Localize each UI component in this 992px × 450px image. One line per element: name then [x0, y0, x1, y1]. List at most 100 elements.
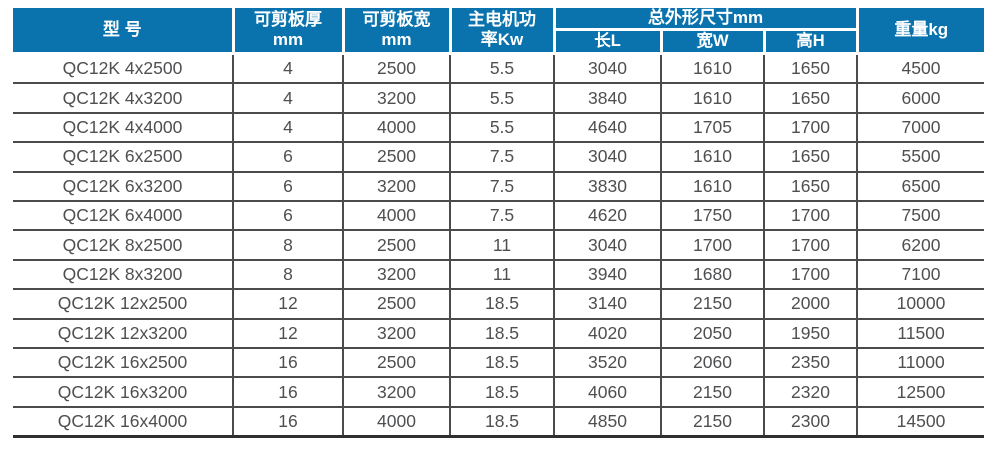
header-dim-width: 宽W [659, 28, 766, 56]
cell-weight: 7500 [856, 201, 985, 232]
cell-height: 1650 [762, 171, 858, 203]
cell-length: 4620 [553, 201, 661, 232]
table-row: QC12K 16x4000 16 4000 18.5 4850 2150 2300 14500 [13, 406, 985, 439]
spec-table: 型 号 可剪板厚 mm 可剪板宽 mm 主电机功 率Kw 总外形尺寸mm 重量k… [13, 8, 985, 439]
table-row: QC12K 12x3200 12 3200 18.5 4020 2050 1950 11500 [13, 318, 985, 349]
cell-model: QC12K 8x2500 [13, 230, 233, 261]
cell-width_w: 1610 [660, 171, 764, 203]
table-row: QC12K 4x2500 4 2500 5.5 3040 1610 1650 4500 [13, 53, 985, 85]
table-row: QC12K 16x3200 16 3200 18.5 4060 2150 2320 12500 [13, 377, 985, 408]
cell-height: 2320 [762, 377, 858, 408]
cell-weight: 5500 [856, 142, 985, 173]
cell-power: 18.5 [449, 289, 554, 320]
cell-height: 1650 [762, 142, 858, 173]
table-row: QC12K 4x3200 4 3200 5.5 3840 1610 1650 6000 [13, 83, 985, 114]
cell-model: QC12K 16x4000 [13, 406, 233, 439]
table-body: QC12K 4x2500 4 2500 5.5 3040 1610 1650 4500 QC12… [13, 53, 985, 439]
cell-model: QC12K 8x3200 [13, 259, 233, 291]
cell-width: 3200 [342, 171, 450, 203]
cell-length: 4640 [553, 112, 661, 144]
cell-power: 7.5 [449, 142, 554, 173]
cell-width_w: 1705 [660, 112, 764, 144]
header-power-line2: 率Kw [480, 30, 524, 50]
cell-width_w: 1610 [660, 142, 764, 173]
cell-width: 2500 [342, 289, 450, 320]
cell-length: 3040 [553, 53, 661, 85]
cell-width_w: 1610 [660, 53, 764, 85]
cell-model: QC12K 16x3200 [13, 377, 233, 408]
header-thickness-line2: mm [272, 30, 304, 50]
cell-power: 7.5 [449, 171, 554, 203]
cell-length: 3140 [553, 289, 661, 320]
cell-thickness: 12 [232, 289, 343, 320]
cell-width: 2500 [342, 347, 450, 379]
cell-model: QC12K 4x2500 [13, 53, 233, 85]
cell-width: 2500 [342, 53, 450, 85]
cell-width: 4000 [342, 112, 450, 144]
cell-thickness: 4 [232, 53, 343, 85]
cell-height: 2300 [762, 406, 858, 439]
cell-weight: 12500 [856, 377, 985, 408]
cell-width_w: 2060 [660, 347, 764, 379]
cell-power: 5.5 [449, 53, 554, 85]
cell-power: 7.5 [449, 201, 554, 232]
cell-length: 3840 [553, 83, 661, 114]
cell-power: 11 [449, 230, 554, 261]
cell-width: 3200 [342, 377, 450, 408]
cell-width: 3200 [342, 318, 450, 349]
cell-thickness: 16 [232, 347, 343, 379]
cell-height: 2350 [762, 347, 858, 379]
table-row: QC12K 8x3200 8 3200 11 3940 1680 1700 7100 [13, 259, 985, 291]
cell-width_w: 2050 [660, 318, 764, 349]
header-dim-height: 高H [762, 28, 858, 56]
cell-width_w: 1680 [660, 259, 764, 291]
cell-weight: 10000 [856, 289, 985, 320]
cell-thickness: 12 [232, 318, 343, 349]
cell-thickness: 4 [232, 83, 343, 114]
cell-weight: 14500 [856, 406, 985, 439]
cell-height: 1700 [762, 112, 858, 144]
cell-thickness: 6 [232, 171, 343, 203]
cell-model: QC12K 4x3200 [13, 83, 233, 114]
cell-weight: 6000 [856, 83, 985, 114]
cell-width: 2500 [342, 230, 450, 261]
cell-length: 3830 [553, 171, 661, 203]
cell-length: 4020 [553, 318, 661, 349]
cell-thickness: 16 [232, 406, 343, 439]
header-width-line1: 可剪板宽 [362, 9, 431, 29]
cell-weight: 11500 [856, 318, 985, 349]
cell-weight: 4500 [856, 53, 985, 85]
cell-length: 4850 [553, 406, 661, 439]
cell-model: QC12K 6x4000 [13, 201, 233, 232]
header-dimensions-group: 总外形尺寸mm [552, 8, 859, 32]
cell-length: 3040 [553, 142, 661, 173]
header-thickness: 可剪板厚 mm [231, 8, 345, 56]
table-row: QC12K 4x4000 4 4000 5.5 4640 1705 1700 7000 [13, 112, 985, 144]
cell-model: QC12K 4x4000 [13, 112, 233, 144]
cell-weight: 6500 [856, 171, 985, 203]
cell-thickness: 6 [232, 201, 343, 232]
header-width: 可剪板宽 mm [341, 8, 452, 56]
cell-length: 3520 [553, 347, 661, 379]
header-power-line1: 主电机功 [468, 9, 536, 29]
cell-width: 3200 [342, 259, 450, 291]
cell-power: 18.5 [449, 406, 554, 439]
table-row: QC12K 6x2500 6 2500 7.5 3040 1610 1650 5500 [13, 142, 985, 173]
cell-power: 5.5 [449, 83, 554, 114]
header-weight: 重量kg [855, 8, 985, 56]
cell-length: 3940 [553, 259, 661, 291]
cell-length: 3040 [553, 230, 661, 261]
cell-thickness: 16 [232, 377, 343, 408]
cell-model: QC12K 12x2500 [13, 289, 233, 320]
cell-width_w: 2150 [660, 377, 764, 408]
cell-weight: 7000 [856, 112, 985, 144]
cell-thickness: 6 [232, 142, 343, 173]
cell-height: 1700 [762, 259, 858, 291]
cell-height: 2000 [762, 289, 858, 320]
header-dim-length: 长L [554, 28, 663, 56]
cell-width_w: 1750 [660, 201, 764, 232]
cell-model: QC12K 16x2500 [13, 347, 233, 379]
cell-width: 4000 [342, 406, 450, 439]
header-thickness-line1: 可剪板厚 [254, 9, 322, 29]
cell-power: 11 [449, 259, 554, 291]
